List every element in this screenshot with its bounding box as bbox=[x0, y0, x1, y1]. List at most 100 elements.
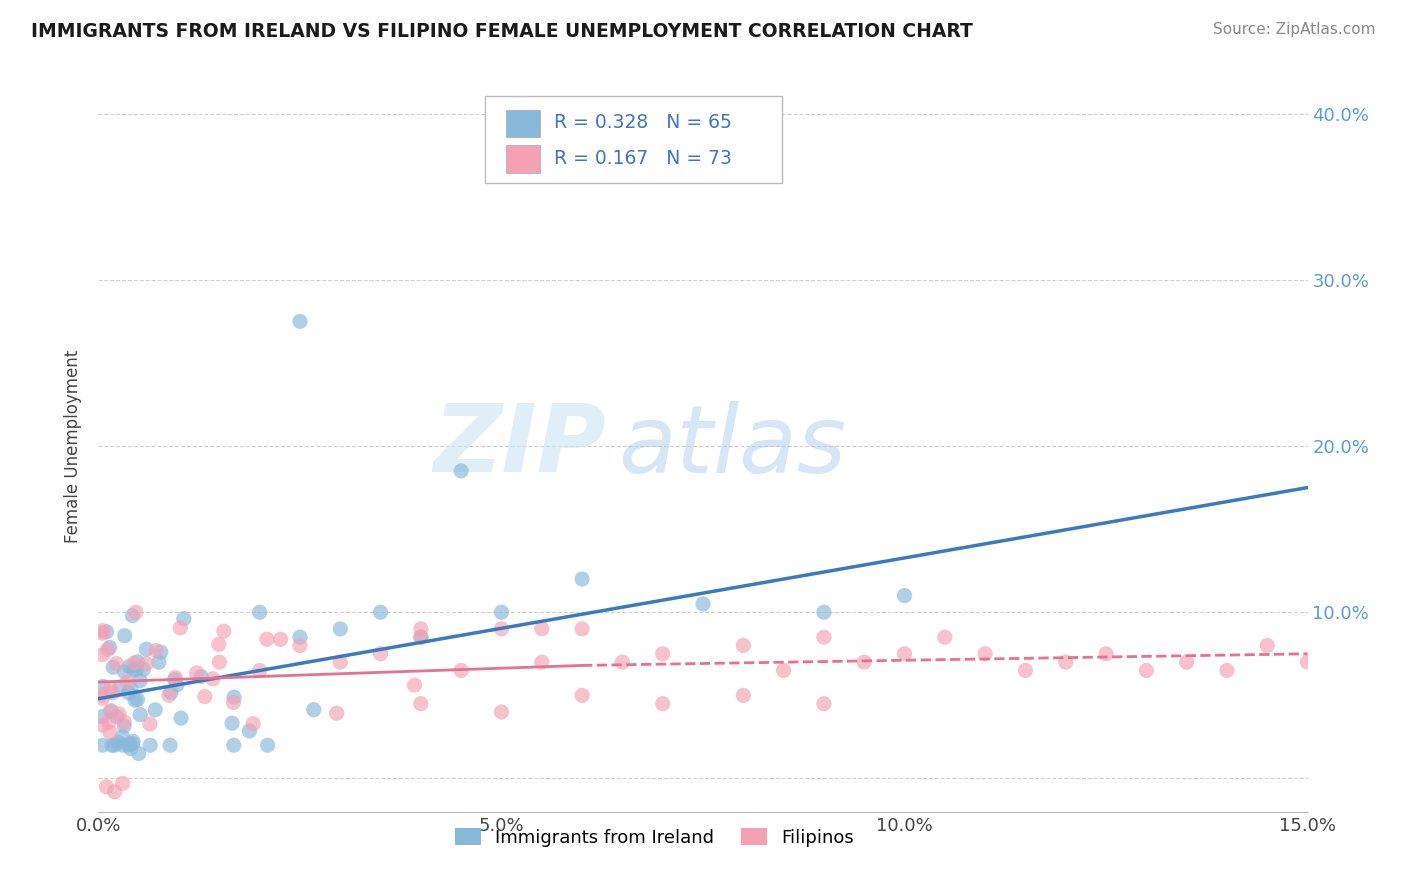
Point bbox=[772, 664, 794, 678]
Point bbox=[118, 738, 141, 752]
Point bbox=[166, 678, 188, 692]
Point bbox=[1216, 664, 1239, 678]
Point bbox=[222, 738, 245, 752]
Point bbox=[91, 626, 114, 640]
Point bbox=[114, 629, 136, 643]
Point bbox=[934, 630, 956, 644]
Point bbox=[1135, 664, 1157, 678]
Point bbox=[256, 738, 278, 752]
Point bbox=[1296, 655, 1319, 669]
Point bbox=[98, 640, 121, 655]
Point bbox=[124, 656, 146, 670]
Point bbox=[270, 632, 292, 647]
Point bbox=[91, 709, 114, 723]
Point bbox=[91, 648, 114, 662]
Point bbox=[194, 690, 217, 704]
Point bbox=[1095, 647, 1118, 661]
Point bbox=[288, 630, 311, 644]
Point bbox=[111, 776, 134, 790]
Point bbox=[108, 706, 131, 721]
Point bbox=[329, 622, 352, 636]
Point bbox=[108, 680, 131, 694]
Point bbox=[409, 622, 432, 636]
Point bbox=[98, 704, 121, 718]
Point bbox=[813, 697, 835, 711]
Point bbox=[409, 697, 432, 711]
Point bbox=[105, 709, 128, 723]
Point bbox=[692, 597, 714, 611]
Point bbox=[208, 637, 231, 651]
Point bbox=[288, 314, 311, 328]
Point bbox=[120, 741, 142, 756]
Point bbox=[651, 697, 673, 711]
Point bbox=[491, 622, 513, 636]
Point bbox=[112, 715, 135, 730]
Point bbox=[129, 707, 152, 722]
Point bbox=[329, 655, 352, 669]
Point bbox=[491, 705, 513, 719]
Point bbox=[190, 669, 212, 683]
Point bbox=[1014, 664, 1036, 678]
Point bbox=[91, 738, 114, 752]
Point bbox=[491, 605, 513, 619]
Point bbox=[157, 688, 180, 702]
Point bbox=[893, 647, 915, 661]
Point bbox=[813, 630, 835, 644]
Point bbox=[733, 689, 755, 703]
Point bbox=[1054, 655, 1077, 669]
Point bbox=[302, 703, 325, 717]
Point bbox=[974, 647, 997, 661]
Point bbox=[530, 655, 553, 669]
Point bbox=[733, 639, 755, 653]
FancyBboxPatch shape bbox=[506, 145, 540, 173]
Point bbox=[103, 738, 125, 752]
Point bbox=[127, 692, 149, 706]
Point bbox=[409, 630, 432, 644]
Point bbox=[96, 780, 118, 794]
FancyBboxPatch shape bbox=[485, 96, 782, 183]
Point bbox=[117, 675, 139, 690]
Point bbox=[186, 665, 208, 680]
Point bbox=[165, 671, 187, 685]
Point bbox=[409, 630, 432, 644]
Point bbox=[121, 736, 143, 750]
Point bbox=[132, 662, 155, 676]
Point bbox=[135, 642, 157, 657]
FancyBboxPatch shape bbox=[506, 110, 540, 137]
Point bbox=[1175, 655, 1198, 669]
Point bbox=[97, 715, 120, 730]
Point bbox=[893, 589, 915, 603]
Point bbox=[122, 663, 145, 677]
Point bbox=[105, 657, 128, 671]
Point bbox=[530, 622, 553, 636]
Text: R = 0.167   N = 73: R = 0.167 N = 73 bbox=[554, 149, 733, 168]
Point bbox=[238, 724, 260, 739]
Legend: Immigrants from Ireland, Filipinos: Immigrants from Ireland, Filipinos bbox=[449, 821, 860, 854]
Point bbox=[97, 642, 120, 657]
Point bbox=[222, 695, 245, 709]
Point bbox=[103, 785, 125, 799]
Point bbox=[169, 621, 191, 635]
Point bbox=[325, 706, 347, 721]
Point bbox=[101, 738, 124, 752]
Point bbox=[122, 734, 145, 748]
Point bbox=[91, 624, 114, 638]
Text: IMMIGRANTS FROM IRELAND VS FILIPINO FEMALE UNEMPLOYMENT CORRELATION CHART: IMMIGRANTS FROM IRELAND VS FILIPINO FEMA… bbox=[31, 22, 973, 41]
Point bbox=[404, 678, 426, 692]
Point bbox=[98, 681, 121, 696]
Point bbox=[651, 647, 673, 661]
Point bbox=[571, 689, 593, 703]
Point bbox=[249, 605, 271, 619]
Point bbox=[249, 664, 271, 678]
Point bbox=[450, 464, 472, 478]
Point bbox=[128, 747, 150, 761]
Point bbox=[149, 645, 172, 659]
Point bbox=[91, 680, 114, 694]
Point bbox=[114, 665, 136, 679]
Y-axis label: Female Unemployment: Female Unemployment bbox=[65, 350, 83, 542]
Point bbox=[127, 655, 149, 669]
Point bbox=[107, 735, 129, 749]
Point bbox=[145, 643, 167, 657]
Point bbox=[370, 647, 392, 661]
Point bbox=[135, 657, 157, 671]
